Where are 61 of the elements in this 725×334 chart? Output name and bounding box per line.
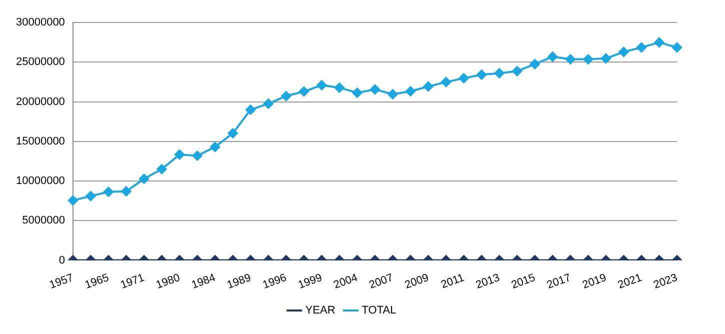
point: [654, 37, 664, 48]
point: [281, 91, 292, 102]
point: [121, 186, 132, 196]
point: [530, 59, 540, 70]
x-tick-label: 2007: [368, 272, 395, 292]
point: [583, 54, 594, 64]
point: [458, 73, 469, 84]
y-tick-label: 15000000: [16, 135, 65, 148]
point: [246, 104, 256, 115]
x-tick-label: 2013: [474, 272, 502, 292]
y-tick-label: 0: [58, 254, 65, 266]
x-tick-label: 2015: [510, 272, 537, 292]
legend-label: YEAR: [305, 304, 336, 317]
point: [441, 77, 452, 88]
y-tick-label: 5000000: [22, 214, 65, 227]
y-tick-label: 10000000: [16, 175, 65, 188]
point: [565, 54, 576, 64]
x-tick-label: 2004: [332, 272, 360, 292]
point: [636, 42, 646, 52]
point: [68, 195, 78, 206]
point: [334, 82, 344, 93]
x-tick-label: 2011: [440, 272, 466, 292]
point: [228, 128, 238, 138]
y-tick-label: 20000000: [16, 96, 65, 108]
x-tick-label: 2023: [652, 272, 680, 292]
x-tick-label: 2009: [403, 272, 430, 292]
point: [388, 89, 398, 100]
x-tick-label: 2017: [545, 272, 572, 292]
x-tick-label: 1984: [190, 272, 218, 292]
point: [618, 46, 629, 57]
point: [423, 82, 434, 92]
y-tick-label: 25000000: [16, 56, 65, 68]
point: [103, 186, 114, 197]
x-tick-label: 1965: [83, 272, 111, 292]
x-tick-label: 1999: [296, 272, 324, 292]
y-tick-label: 30000000: [16, 16, 65, 29]
point: [512, 66, 522, 76]
point: [406, 86, 416, 96]
point: [174, 150, 185, 160]
point: [370, 84, 380, 94]
x-tick-label: 1971: [119, 272, 146, 292]
point: [600, 53, 611, 64]
point: [139, 174, 150, 184]
x-tick-label: 2019: [580, 272, 608, 292]
point: [548, 52, 558, 62]
point: [352, 88, 362, 98]
point: [316, 80, 327, 90]
legend-label: TOTAL: [362, 304, 396, 317]
point: [476, 70, 487, 80]
x-tick-label: 1980: [154, 272, 182, 292]
x-tick-label: 1989: [226, 272, 253, 292]
x-tick-label: 1957: [48, 272, 76, 292]
point: [298, 86, 309, 97]
point: [494, 68, 504, 78]
x-tick-label: 2021: [616, 272, 644, 292]
point: [263, 98, 274, 109]
x-tick-label: 1996: [261, 272, 288, 292]
point: [156, 164, 167, 174]
point: [210, 142, 220, 152]
point: [192, 150, 202, 161]
point: [672, 42, 682, 52]
